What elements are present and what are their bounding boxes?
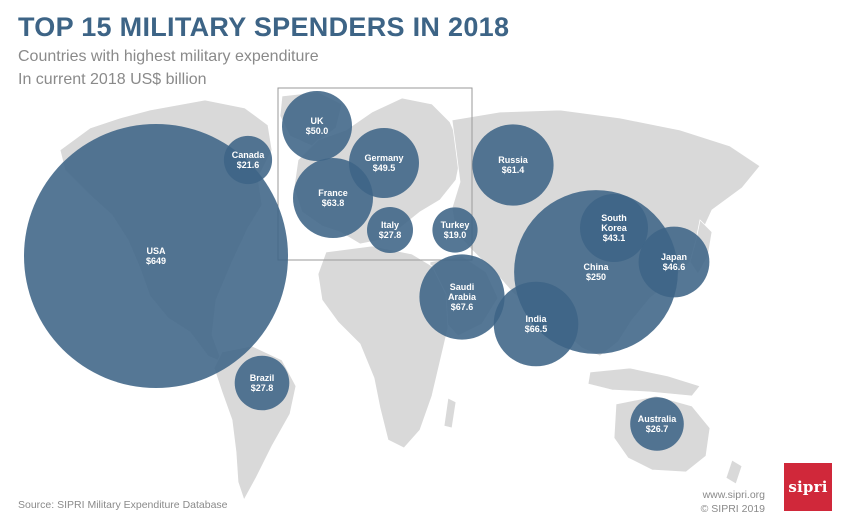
bubble-turkey: Turkey$19.0 xyxy=(432,207,478,253)
bubble-russia: Russia$61.4 xyxy=(472,124,554,206)
bubble-value-russia: $61.4 xyxy=(502,165,525,175)
bubble-circle-saudi-arabia xyxy=(419,254,505,340)
bubble-value-usa: $649 xyxy=(146,256,166,266)
chart-title: TOP 15 MILITARY SPENDERS IN 2018 xyxy=(18,12,510,42)
bubble-label-russia: Russia xyxy=(498,155,529,165)
bubble-circle-uk xyxy=(282,91,352,161)
europe-inset-frame xyxy=(277,87,473,261)
bubble-label-australia: Australia xyxy=(638,414,678,424)
bubble-circle-japan xyxy=(638,226,710,298)
bubble-label-south-korea: Korea xyxy=(601,223,628,233)
bubble-circle-south-korea xyxy=(580,194,648,262)
chart-subtitle: Countries with highest military expendit… xyxy=(18,48,319,65)
bubble-japan: Japan$46.6 xyxy=(638,226,710,298)
source-note: Source: SIPRI Military Expenditure Datab… xyxy=(18,499,228,511)
bubble-value-uk: $50.0 xyxy=(306,126,329,136)
bubble-circle-turkey xyxy=(432,207,478,253)
bubble-label-france: France xyxy=(318,188,348,198)
bubble-label-usa: USA xyxy=(146,246,166,256)
bubble-value-brazil: $27.8 xyxy=(251,383,274,393)
sipri-logo: sipri xyxy=(784,463,832,511)
bubble-label-italy: Italy xyxy=(381,220,399,230)
bubble-label-uk: UK xyxy=(311,116,324,126)
bubble-value-turkey: $19.0 xyxy=(444,230,467,240)
bubble-label-south-korea: South xyxy=(601,213,627,223)
bubble-label-saudi-arabia: Saudi xyxy=(450,282,475,292)
bubble-circle-brazil xyxy=(234,355,290,411)
bubble-value-south-korea: $43.1 xyxy=(603,233,626,243)
bubble-usa: USA$649 xyxy=(24,124,288,388)
bubble-india: India$66.5 xyxy=(493,281,579,367)
bubble-germany: Germany$49.5 xyxy=(349,128,419,198)
bubble-label-turkey: Turkey xyxy=(441,220,470,230)
bubble-value-canada: $21.6 xyxy=(237,160,260,170)
land-indonesia xyxy=(587,367,701,397)
bubble-label-japan: Japan xyxy=(661,252,687,262)
logo-text: sipri xyxy=(788,478,828,496)
bubble-label-brazil: Brazil xyxy=(250,373,275,383)
bubble-value-saudi-arabia: $67.6 xyxy=(451,302,474,312)
land-madagascar xyxy=(443,397,457,429)
bubbles-layer: USA$649China$250SaudiArabia$67.6India$66… xyxy=(24,91,710,451)
bubble-value-australia: $26.7 xyxy=(646,424,669,434)
bubble-value-japan: $46.6 xyxy=(663,262,686,272)
copyright-note: © SIPRI 2019 xyxy=(700,503,765,515)
bubble-canada: Canada$21.6 xyxy=(223,135,273,185)
bubble-value-italy: $27.8 xyxy=(379,230,402,240)
bubble-value-china: $250 xyxy=(586,272,606,282)
land-new-zealand xyxy=(725,459,743,485)
bubble-value-germany: $49.5 xyxy=(373,163,396,173)
bubble-label-germany: Germany xyxy=(364,153,403,163)
bubble-label-saudi-arabia: Arabia xyxy=(448,292,477,302)
unit-note: In current 2018 US$ billion xyxy=(18,71,207,88)
bubble-label-canada: Canada xyxy=(232,150,266,160)
bubble-italy: Italy$27.8 xyxy=(367,207,413,253)
land-africa xyxy=(317,245,449,449)
bubble-label-india: India xyxy=(525,314,547,324)
bubble-circle-italy xyxy=(367,207,413,253)
bubble-value-france: $63.8 xyxy=(322,198,345,208)
bubble-uk: UK$50.0 xyxy=(282,91,352,161)
bubble-circle-usa xyxy=(24,124,288,388)
bubble-circle-australia xyxy=(630,397,684,451)
website-link[interactable]: www.sipri.org xyxy=(702,489,765,501)
bubble-australia: Australia$26.7 xyxy=(630,397,684,451)
bubble-label-china: China xyxy=(583,262,609,272)
bubble-circle-russia xyxy=(472,124,554,206)
bubble-brazil: Brazil$27.8 xyxy=(234,355,290,411)
bubble-value-india: $66.5 xyxy=(525,324,548,334)
bubble-circle-germany xyxy=(349,128,419,198)
bubble-circle-india xyxy=(493,281,579,367)
bubble-circle-canada xyxy=(223,135,273,185)
